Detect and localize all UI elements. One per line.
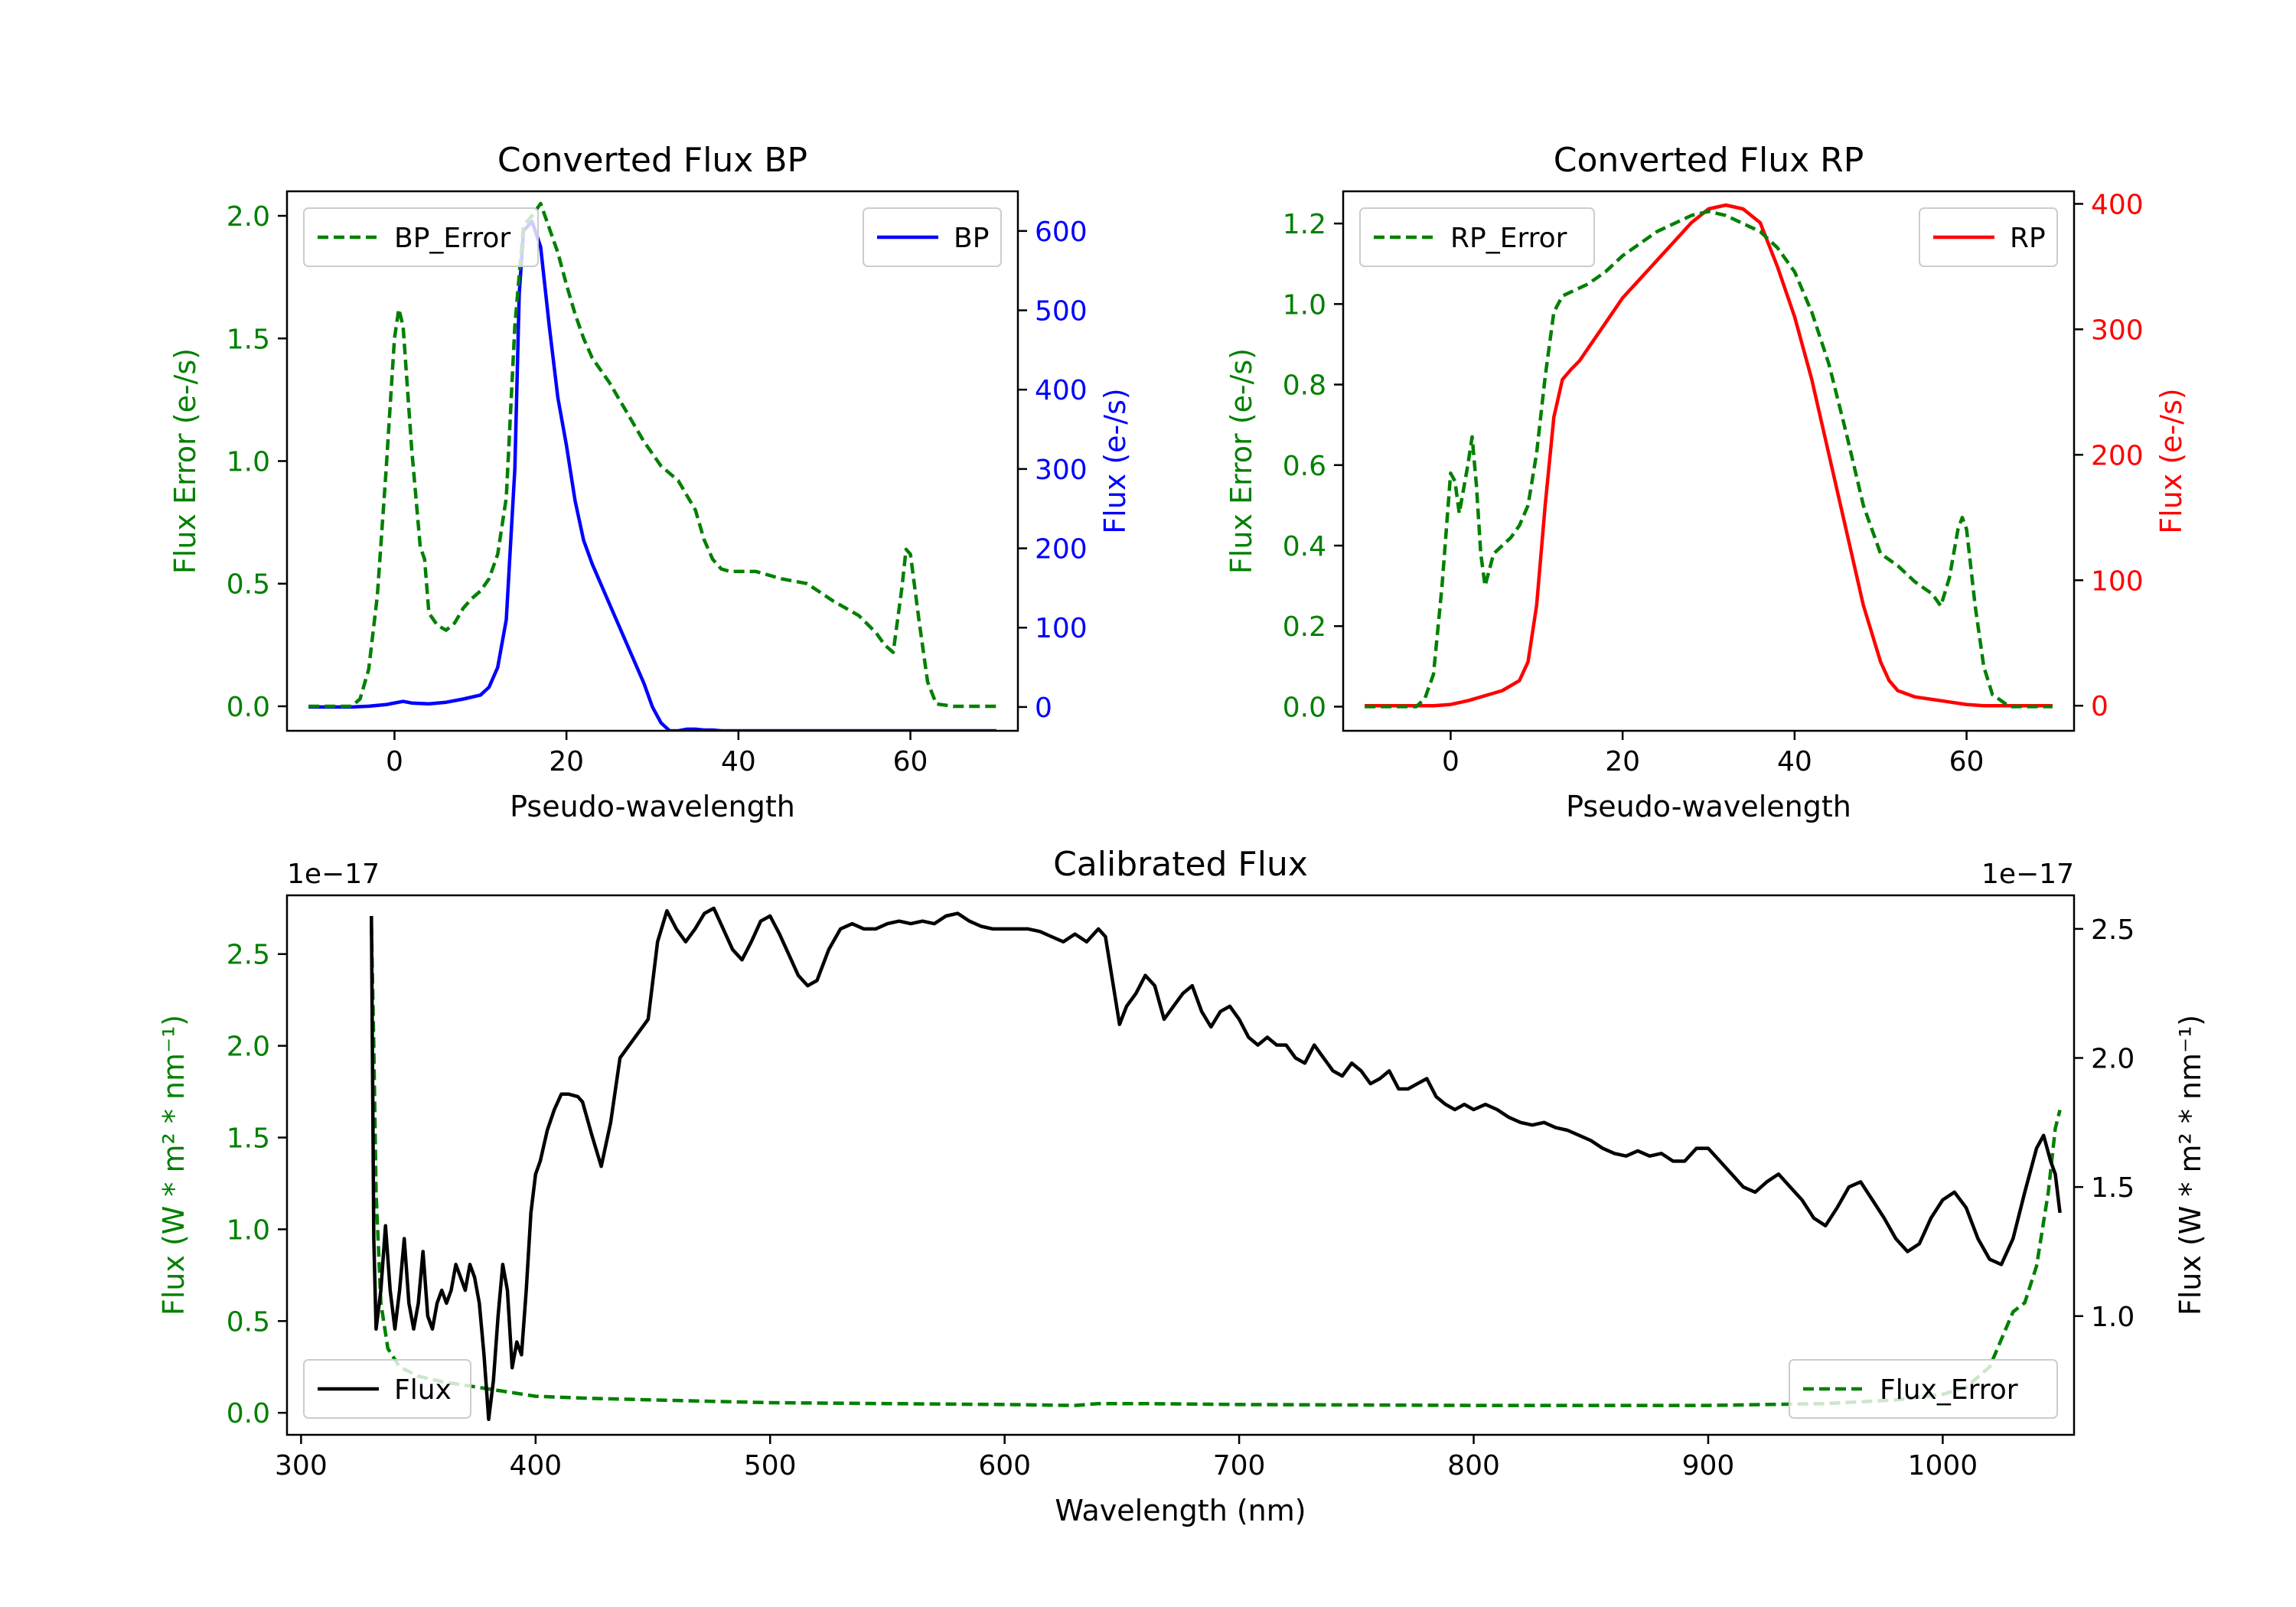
bp-legend-right-label: BP xyxy=(954,223,989,254)
bp-series-bp xyxy=(308,220,996,731)
bp-title: Converted Flux BP xyxy=(497,141,807,180)
bp-xtick-label: 0 xyxy=(386,746,403,777)
bp-xlabel: Pseudo-wavelength xyxy=(510,790,795,823)
bp-legend-left-box xyxy=(303,207,539,267)
bp-xtick-label: 40 xyxy=(721,746,756,777)
rp-ytick-right-label: 300 xyxy=(2091,315,2144,346)
cal-legend-right: Flux_Error xyxy=(1789,1359,2058,1419)
cal-ylabel-left: Flux (W * m² * nm⁻¹) xyxy=(157,1015,191,1315)
cal-offset-left: 1e−17 xyxy=(287,859,380,890)
cal-series-flux xyxy=(370,906,2062,1422)
bp-series-bp-error xyxy=(308,201,996,709)
rp-xtick-label: 40 xyxy=(1777,746,1812,777)
cal-ytick-right-label: 2.5 xyxy=(2091,914,2135,946)
rp-ytick-left-label: 0.8 xyxy=(1283,370,1326,402)
bp-ytick-right-label: 100 xyxy=(1035,613,1088,644)
cal-legend-left: Flux xyxy=(303,1359,471,1419)
rp-legend-left-box xyxy=(1359,207,1595,267)
rp-ytick-right-label: 400 xyxy=(2091,189,2144,220)
cal-xtick-label: 300 xyxy=(275,1450,328,1482)
rp-ytick-left-label: 1.0 xyxy=(1283,289,1326,321)
bp-ytick-left-label: 2.0 xyxy=(227,201,270,233)
rp-legend-left-label: RP_Error xyxy=(1450,223,1567,254)
rp-ytick-right-label: 0 xyxy=(2091,691,2108,722)
cal-xtick-label: 600 xyxy=(978,1450,1031,1482)
cal-ytick-right-label: 1.0 xyxy=(2091,1302,2135,1333)
rp-ytick-right-label: 200 xyxy=(2091,440,2144,471)
bp-xtick-label: 20 xyxy=(549,746,584,777)
cal-legend-left-box xyxy=(303,1359,471,1419)
rp-ytick-right-label: 100 xyxy=(2091,566,2144,597)
rp-xtick-label: 0 xyxy=(1442,746,1459,777)
bp-ytick-right-label: 0 xyxy=(1035,693,1052,724)
rp-legend-left: RP_Error xyxy=(1359,207,1595,267)
bp-ytick-right-label: 400 xyxy=(1035,375,1088,406)
bp-ytick-left-label: 1.0 xyxy=(227,447,270,478)
rp-series-rp xyxy=(1365,203,2053,708)
bp-legend-left-label: BP_Error xyxy=(394,223,510,254)
bp-ytick-left-label: 0.5 xyxy=(227,569,270,601)
rp-ytick-left-label: 0.2 xyxy=(1283,611,1326,643)
rp-xlabel: Pseudo-wavelength xyxy=(1566,790,1851,823)
cal-xtick-label: 700 xyxy=(1213,1450,1266,1482)
cal-ytick-left-label: 0.0 xyxy=(227,1398,270,1429)
bp-xtick-label: 60 xyxy=(893,746,928,777)
cal-chart: 300 400 500 600 700 800 900 1000 0.0 0.5 1.0 1.5 2.0… xyxy=(157,845,2207,1527)
bp-legend-right: BP xyxy=(863,207,1002,267)
rp-ytick-left-label: 1.2 xyxy=(1283,209,1326,240)
cal-ytick-left-label: 1.0 xyxy=(227,1214,270,1246)
rp-ylabel-right: Flux (e-/s) xyxy=(2154,388,2188,533)
bp-ytick-right-label: 600 xyxy=(1035,217,1088,248)
cal-title: Calibrated Flux xyxy=(1053,845,1308,884)
rp-legend-right: RP xyxy=(1919,207,2058,267)
bp-ytick-left-label: 0.0 xyxy=(227,692,270,723)
cal-legend-right-box xyxy=(1789,1359,2058,1419)
rp-ytick-left-label: 0.6 xyxy=(1283,451,1326,482)
cal-xtick-label: 400 xyxy=(509,1450,562,1482)
rp-ytick-left-label: 0.4 xyxy=(1283,531,1326,562)
bp-ytick-left-label: 1.5 xyxy=(227,324,270,355)
rp-xtick-label: 20 xyxy=(1605,746,1640,777)
rp-ytick-left-label: 0.0 xyxy=(1283,692,1326,723)
bp-ytick-right-label: 500 xyxy=(1035,296,1088,328)
bp-frame xyxy=(285,190,1019,732)
rp-frame xyxy=(1342,190,2076,732)
cal-ytick-left-label: 2.5 xyxy=(227,940,270,971)
cal-ytick-left-label: 0.5 xyxy=(227,1306,270,1338)
bp-ytick-right-label: 200 xyxy=(1035,534,1088,566)
cal-xtick-label: 900 xyxy=(1682,1450,1735,1482)
cal-ytick-right-label: 1.5 xyxy=(2091,1172,2135,1204)
bp-legend-left: BP_Error xyxy=(303,207,539,267)
bp-chart: 0 20 40 60 0.0 0.5 1.0 1.5 2.0 0 100 200 300 400 500 60… xyxy=(168,141,1132,823)
bp-ylabel-right: Flux (e-/s) xyxy=(1098,388,1132,533)
cal-xlabel: Wavelength (nm) xyxy=(1055,1494,1306,1527)
cal-ytick-left-label: 2.0 xyxy=(227,1032,270,1063)
rp-title: Converted Flux RP xyxy=(1554,141,1864,180)
bp-ytick-right-label: 300 xyxy=(1035,455,1088,486)
cal-ytick-right-label: 2.0 xyxy=(2091,1044,2135,1075)
rp-xtick-label: 60 xyxy=(1949,746,1985,777)
cal-xtick-label: 1000 xyxy=(1908,1450,1978,1482)
rp-series-rp-error xyxy=(1365,210,2053,709)
cal-frame xyxy=(285,894,2076,1436)
rp-ylabel-left: Flux Error (e-/s) xyxy=(1225,348,1258,574)
cal-offset-right: 1e−17 xyxy=(1981,859,2074,890)
cal-legend-left-label: Flux xyxy=(394,1374,452,1406)
cal-ytick-left-label: 1.5 xyxy=(227,1123,270,1155)
cal-legend-right-label: Flux_Error xyxy=(1880,1374,2018,1406)
rp-chart: 0 20 40 60 0.0 0.2 0.4 0.6 0.8 1.0 1.2 0 100 200 300 40… xyxy=(1225,141,2188,823)
cal-xtick-label: 800 xyxy=(1447,1450,1500,1482)
bp-ylabel-left: Flux Error (e-/s) xyxy=(168,348,202,574)
cal-xtick-label: 500 xyxy=(744,1450,797,1482)
cal-series-flux-error xyxy=(370,924,2062,1407)
cal-ylabel-right: Flux (W * m² * nm⁻¹) xyxy=(2174,1015,2207,1315)
rp-legend-right-label: RP xyxy=(2010,223,2046,254)
